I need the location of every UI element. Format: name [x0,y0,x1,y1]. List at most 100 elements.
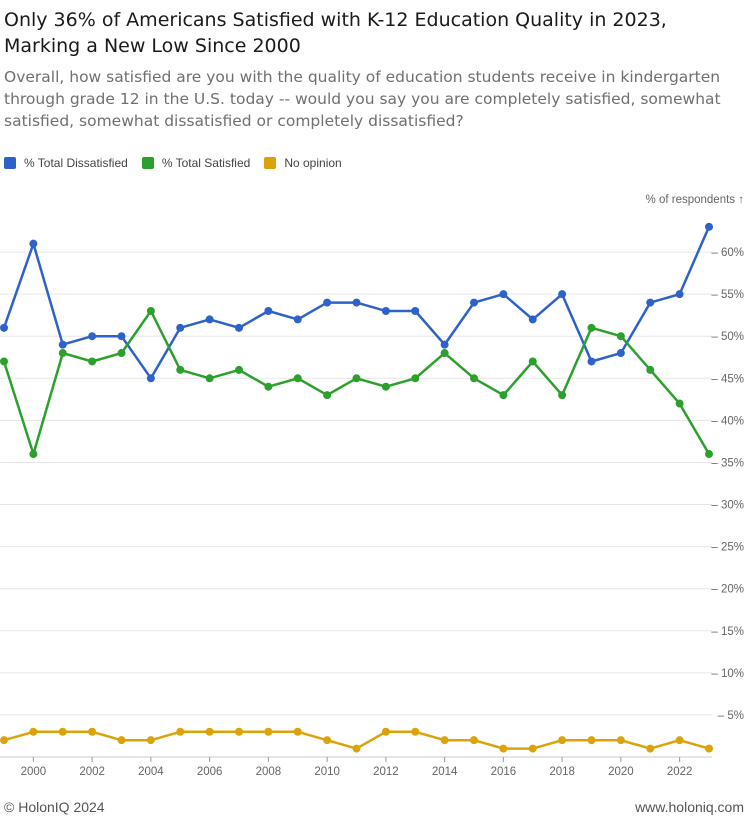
data-point [499,290,508,299]
data-point [352,744,361,753]
series-line [2,309,711,456]
data-point [352,374,361,383]
data-point [470,374,478,383]
x-tick-label: 2014 [432,766,458,778]
data-point [146,374,155,383]
data-point [88,357,97,366]
data-point [29,450,38,459]
data-point [587,357,596,366]
data-point [117,736,126,745]
data-point [440,736,449,745]
y-tick-label: – 60% [711,247,744,259]
data-point [616,349,625,358]
data-point [411,727,420,736]
data-point [176,727,185,736]
data-point [558,290,567,299]
data-point [646,298,655,307]
data-point [470,736,478,745]
chart-subtitle: Overall, how satisfied are you with the … [4,68,721,130]
legend-item-satisfied[interactable]: % Total Satisfied [141,156,251,170]
y-tick-label: – 15% [711,626,744,638]
data-point [293,727,302,736]
data-point [705,222,713,231]
data-point [176,323,185,332]
data-point [411,374,420,383]
data-point [235,323,243,332]
y-tick-label: – 10% [711,668,744,680]
data-point [675,290,684,299]
x-tick-label: 2012 [373,766,399,778]
data-point [117,332,126,341]
legend-swatch-no-opinion [264,157,277,169]
data-point [29,239,38,248]
y-tick-label: – 25% [711,542,744,554]
footer-website[interactable]: www.holoniq.com [635,799,744,815]
data-point [205,315,214,324]
y-tick-label: – 35% [711,457,744,469]
data-point [381,306,390,315]
data-point [323,736,332,745]
data-point [264,306,273,315]
y-tick-label: – 30% [711,500,744,512]
y-tick-label: – 45% [711,373,744,385]
chart-title: Only 36% of Americans Satisfied with K-1… [4,9,667,57]
data-point [440,340,449,349]
data-point [264,727,273,736]
data-point [381,382,390,391]
data-point [646,365,655,374]
data-point [705,450,713,459]
data-point [616,736,625,745]
x-tick-label: 2016 [491,766,517,778]
data-point [146,736,155,745]
data-point [0,323,8,332]
legend-item-dissatisfied[interactable]: % Total Dissatisfied [4,156,128,170]
data-point [146,306,155,315]
data-point [440,349,449,358]
y-tick-label: – 50% [711,331,744,343]
data-point [587,323,596,332]
data-point [293,374,302,383]
legend: % Total Dissatisfied % Total Satisfied N… [4,156,356,170]
y-tick-label: – 40% [711,415,744,427]
x-tick-label: 2010 [314,766,340,778]
y-axis-unit-label: % of respondents ↑ [645,194,744,206]
data-point [323,298,332,307]
data-point [558,736,567,745]
data-point [264,382,273,391]
legend-label-dissatisfied: % Total Dissatisfied [24,156,128,170]
data-point [205,727,214,736]
x-tick-label: 2022 [667,766,693,778]
data-point [323,391,332,400]
x-tick-label: 2008 [256,766,282,778]
data-point [616,332,625,341]
data-point [558,391,567,400]
x-tick-label: 2002 [79,766,105,778]
data-point [528,315,537,324]
legend-label-no-opinion: No opinion [284,156,342,170]
y-tick-label: – 55% [711,289,744,301]
data-point [29,727,38,736]
data-point [646,744,655,753]
data-point [528,357,537,366]
data-point [0,357,8,366]
data-point [205,374,214,383]
data-point [58,340,67,349]
data-point [675,736,684,745]
legend-label-satisfied: % Total Satisfied [161,156,251,170]
footer-copyright: © HolonIQ 2024 [4,799,105,815]
data-point [470,298,478,307]
data-point [58,349,67,358]
data-point [411,306,420,315]
data-point [675,399,684,408]
data-point [499,391,508,400]
data-point [88,332,97,341]
legend-item-no-opinion[interactable]: No opinion [264,156,342,170]
data-point [117,349,126,358]
data-point [352,298,361,307]
x-tick-label: 2018 [549,766,575,778]
data-point [0,736,8,745]
data-point [235,727,243,736]
data-point [235,365,243,374]
x-tick-label: 2020 [608,766,634,778]
